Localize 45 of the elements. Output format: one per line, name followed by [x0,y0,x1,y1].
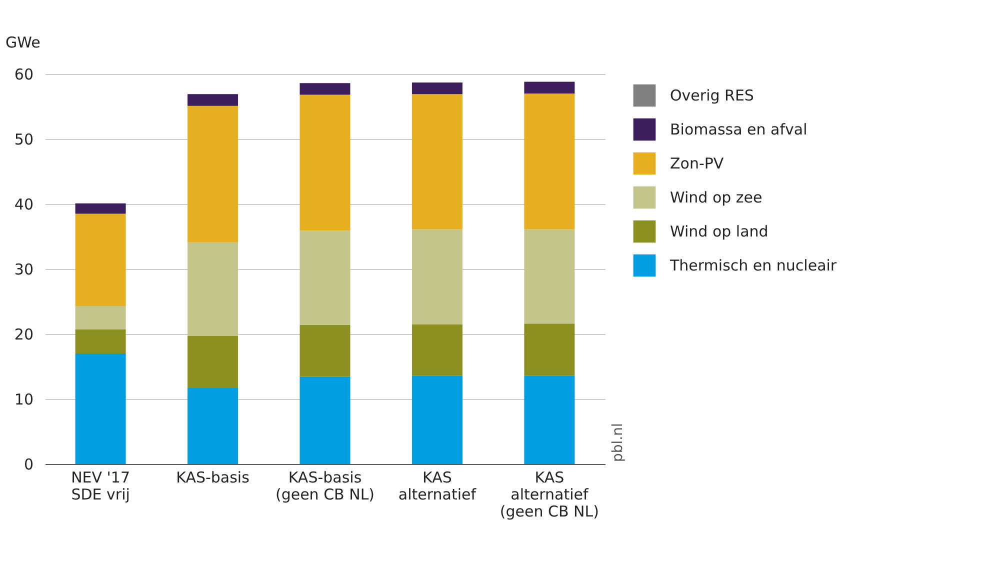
legend-label: Thermisch en nucleair [669,256,838,274]
bar [188,242,238,336]
x-tick-label: KAS alternatief [398,468,477,504]
x-tick-label: KAS alternatief (geen CB NL) [500,468,599,520]
bar [188,388,238,464]
y-tick-label: 20 [14,326,34,344]
bar [412,94,462,230]
bar [75,329,126,354]
bar [75,306,126,330]
y-tick-label: 40 [14,196,34,214]
legend-label: Wind op land [670,222,768,240]
bar [524,376,575,464]
bar [300,94,350,231]
bar [412,82,462,94]
y-axis-title: GWe [6,34,40,52]
y-tick-label: 0 [24,456,34,474]
legend-label: Zon-PV [670,154,724,172]
bar [300,83,350,95]
bar [188,336,238,388]
legend-label: Biomassa en afval [670,120,808,138]
y-tick-label: 50 [14,130,34,148]
bar [300,376,350,464]
bar [524,229,575,324]
bar [75,214,126,306]
bar [412,324,462,376]
bar [188,94,238,106]
x-tick-label: KAS-basis (geen CB NL) [275,468,375,504]
y-tick-label: 30 [14,260,34,278]
bar [188,106,238,242]
bar [300,324,350,377]
bar [524,94,575,230]
legend-label: Wind op zee [670,188,762,206]
y-tick-label: 10 [14,390,34,408]
y-tick-label: 60 [14,66,34,84]
legend-label: Overig RES [670,86,754,104]
bar [412,229,462,324]
bar [75,203,126,214]
x-tick-label: NEV '17 SDE vrij [71,468,130,504]
bar [412,376,462,464]
bar [75,354,126,464]
x-tick-label: KAS-basis [176,468,250,486]
bar [300,230,350,325]
text: pbl.nl [610,423,626,462]
bar [524,82,575,94]
bar [524,324,575,376]
